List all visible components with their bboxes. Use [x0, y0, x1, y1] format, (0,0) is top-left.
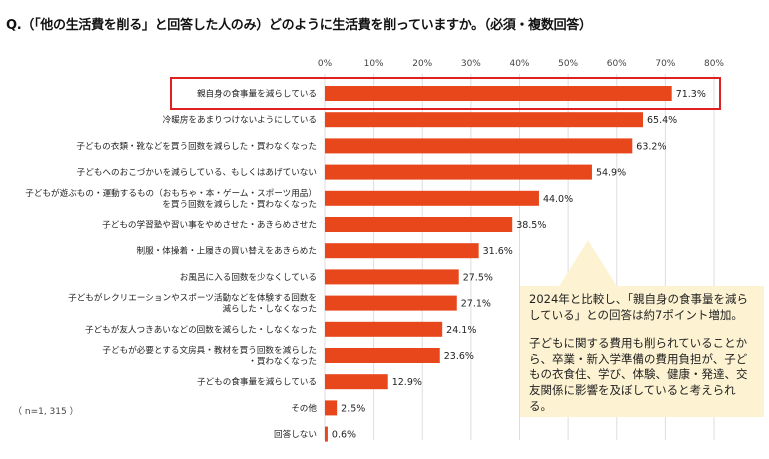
category-label: を買う回数を減らした・買わなくなった	[162, 198, 317, 210]
x-tick-label: 10%	[364, 59, 384, 69]
callout-paragraph-1: 2024年と比較し、「親自身の食事量を減らしている」との回答は約7ポイント増加。	[529, 292, 749, 322]
bar	[325, 86, 672, 101]
category-label: 子どもへのおこづかいを減らしている、もしくはあげていない	[77, 166, 317, 178]
bar	[325, 217, 513, 232]
x-tick-label: 40%	[509, 59, 529, 69]
bar	[325, 295, 457, 311]
bar	[325, 112, 644, 128]
bar	[325, 426, 328, 442]
category-label: 制服・体操着・上履きの買い替えをあきらめた	[137, 245, 317, 257]
bar	[325, 190, 539, 206]
value-label: 12.9%	[392, 377, 422, 388]
x-tick-label: 60%	[607, 59, 627, 69]
category-label: 子どもの食事量を減らしている	[197, 376, 317, 388]
bar	[325, 164, 592, 180]
category-label: ・買わなくなった	[248, 356, 317, 367]
category-label: 子どもが友人つきあいなどの回数を減らした・しなくなった	[85, 323, 317, 335]
callout-paragraph-2: 子どもに関する費用も削られていることから、卒業・新入学準備の費用負担が、子どもの…	[529, 335, 748, 414]
x-tick-label: 0%	[318, 59, 333, 69]
bar	[325, 269, 459, 285]
category-label: 冷暖房をあまりつけないようにしている	[163, 114, 317, 126]
callout-pointer	[558, 240, 618, 288]
bar	[325, 138, 633, 154]
value-label: 27.5%	[463, 272, 493, 283]
value-label: 54.9%	[596, 168, 626, 179]
x-tick-label: 30%	[461, 59, 481, 69]
chart-title: Q.（「他の生活費を削る」と回答した人のみ）どのように生活費を削っていますか。（…	[6, 18, 592, 33]
value-label: 0.6%	[332, 430, 356, 441]
category-label: お風呂に入る回数を少なくしている	[180, 271, 317, 283]
bar	[325, 243, 479, 259]
bar	[325, 400, 338, 416]
highlight-frame	[170, 77, 721, 110]
category-label: 子どもがレクリエーションやスポーツ活動などを体験する回数を	[68, 292, 317, 304]
value-label: 44.0%	[543, 194, 573, 205]
value-label: 71.3%	[676, 89, 706, 100]
value-label: 65.4%	[647, 115, 677, 126]
bar	[325, 374, 388, 390]
category-label: 回答しない	[274, 428, 317, 440]
category-label: その他	[291, 402, 317, 414]
x-tick-label: 80%	[704, 59, 724, 69]
value-label: 2.5%	[341, 403, 365, 414]
value-label: 24.1%	[446, 325, 476, 336]
category-label: 親自身の食事量を減らしている	[197, 88, 317, 100]
category-label: 減らした・しなくなった	[222, 303, 317, 315]
sample-size-note: （ n=1, 315 ）	[13, 407, 79, 417]
category-label: 子どもが遊ぶもの・運動するもの（おもちゃ・本・ゲーム・スポーツ用品）	[25, 187, 317, 199]
x-tick-label: 70%	[655, 59, 675, 69]
x-tick-label: 20%	[412, 59, 432, 69]
category-label: 子どもの学習塾や習い事をやめさせた・あきらめさせた	[102, 219, 317, 231]
value-label: 27.1%	[461, 299, 491, 310]
value-label: 63.2%	[636, 141, 666, 152]
value-label: 31.6%	[483, 246, 513, 257]
x-tick-label: 50%	[558, 59, 578, 69]
bar	[325, 321, 443, 337]
value-label: 38.5%	[516, 220, 546, 231]
category-label: 子どもが必要とする文房具・教材を買う回数を減らした	[102, 344, 317, 356]
annotation-callout: 2024年と比較し、「親自身の食事量を減らしている」との回答は約7ポイント増加。…	[520, 286, 764, 417]
bar	[325, 348, 440, 363]
value-label: 23.6%	[444, 351, 474, 362]
category-label: 子どもの衣類・靴などを買う回数を減らした・買わなくなった	[76, 140, 317, 152]
